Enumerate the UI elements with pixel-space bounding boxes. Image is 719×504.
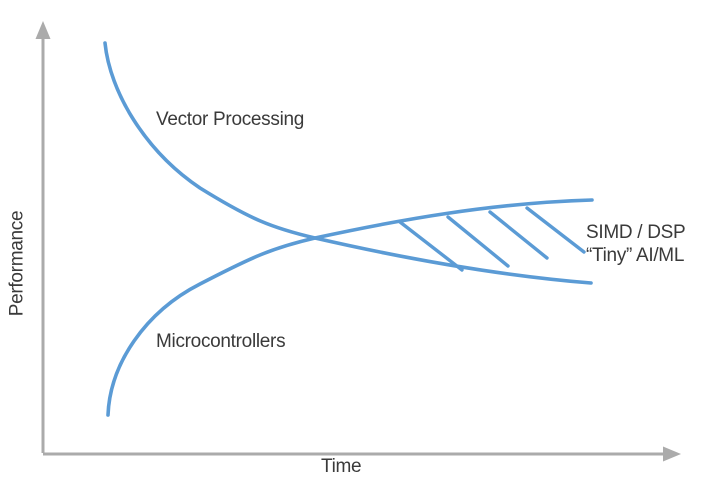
annotation-simd-tiny-aiml: SIMD / DSP “Tiny” AI/ML (586, 221, 686, 267)
vector-processing-curve (103, 41, 593, 285)
annotation-line-2: “Tiny” AI/ML (586, 245, 685, 266)
y-axis-label: Performance (6, 210, 28, 317)
series-label-microcontrollers: Microcontrollers (156, 331, 286, 352)
series-label-vector-processing: Vector Processing (156, 109, 305, 130)
y-axis-arrow-icon (35, 21, 51, 39)
x-axis-arrow-icon (663, 446, 681, 462)
annotation-line-1: SIMD / DSP (586, 222, 686, 243)
microcontrollers-curve (106, 198, 594, 417)
convergence-hatch-lines (398, 206, 586, 272)
x-axis-label: Time (321, 456, 362, 477)
